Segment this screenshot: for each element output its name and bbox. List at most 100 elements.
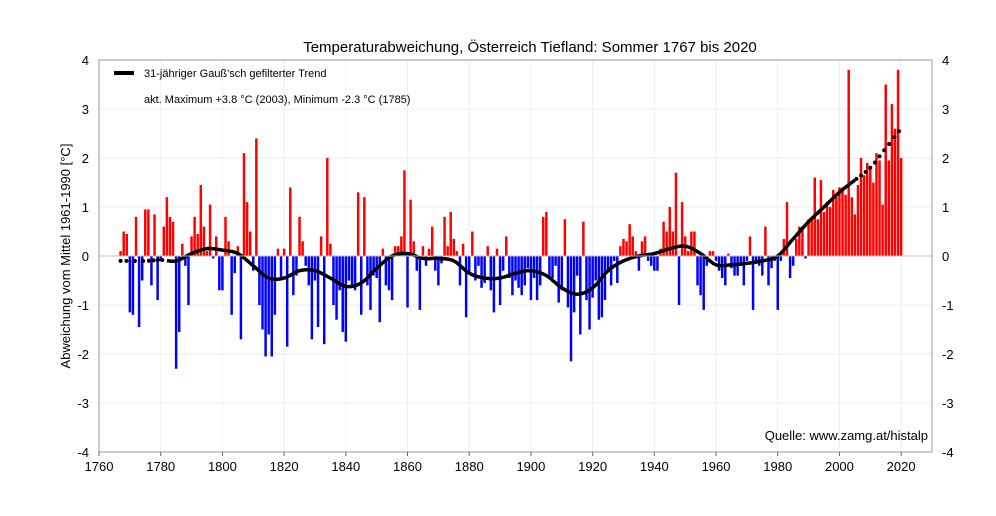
bar-1929: [619, 246, 622, 256]
bar-1903: [538, 256, 542, 286]
trend-dot: [155, 258, 160, 263]
trend-dot: [854, 176, 859, 181]
bar-1867: [427, 248, 431, 256]
bar-1939: [650, 256, 653, 266]
bar-1865: [421, 246, 425, 256]
trend-dot: [882, 148, 887, 153]
bar-1870: [437, 256, 440, 286]
bar-1880: [467, 256, 471, 274]
y-tick-label-left: -3: [77, 396, 89, 411]
bar-1969: [742, 256, 746, 286]
bar-1986: [795, 238, 798, 256]
bar-1868: [430, 226, 434, 256]
bar-1808: [245, 202, 249, 256]
bar-2003: [847, 69, 850, 256]
bar-2002: [844, 194, 847, 256]
bar-1915: [575, 256, 579, 276]
bar-1858: [400, 236, 403, 256]
bar-2016: [887, 160, 891, 256]
bar-1954: [696, 256, 699, 286]
bar-1946: [671, 231, 675, 256]
bar-1772: [134, 216, 138, 256]
y-tick-label-right: -3: [942, 396, 954, 411]
bar-1889: [495, 248, 499, 256]
x-tick-label: 1940: [640, 459, 669, 474]
bar-1847: [366, 256, 369, 286]
bar-1859: [403, 170, 406, 256]
bar-1851: [378, 256, 381, 323]
y-tick-label-left: -1: [77, 298, 89, 313]
bar-1897: [520, 256, 523, 296]
bar-1854: [387, 256, 391, 291]
x-tick-label: 1840: [331, 459, 360, 474]
trend-dot: [897, 129, 902, 134]
bar-1919: [588, 256, 591, 330]
bar-1806: [239, 256, 243, 340]
bar-1981: [779, 256, 783, 261]
x-tick-label: 1860: [393, 459, 422, 474]
bar-1961: [717, 256, 721, 271]
y-tick-label-right: 2: [942, 151, 949, 166]
bar-1876: [455, 251, 459, 256]
bar-2020: [899, 158, 903, 256]
bar-1926: [609, 256, 613, 286]
bar-1840: [344, 256, 348, 342]
bar-1973: [754, 256, 758, 261]
bar-1906: [548, 256, 551, 279]
bar-1933: [631, 236, 634, 256]
bar-2017: [890, 104, 894, 256]
bar-2011: [872, 182, 875, 256]
axes: 1760 1780 1800 1820 1840 1860 1880 1900 1920 1940…: [77, 53, 953, 474]
bar-1771: [131, 256, 135, 315]
trend-dot: [124, 258, 129, 263]
bar-1783: [168, 216, 172, 256]
bar-1888: [492, 256, 496, 313]
bar-1798: [214, 236, 218, 256]
bar-1904: [542, 216, 545, 256]
bar-1879: [464, 256, 468, 318]
trend-dot: [160, 257, 165, 262]
bar-1844: [356, 192, 360, 256]
bar-1914: [572, 256, 576, 313]
bar-1837: [335, 256, 338, 320]
x-tick-label: 1920: [578, 459, 607, 474]
bar-1815: [267, 256, 270, 335]
bar-1790: [190, 236, 193, 256]
bar-1805: [236, 246, 240, 256]
bar-1922: [597, 256, 601, 320]
bar-1955: [699, 256, 702, 296]
trend-dot: [859, 173, 864, 178]
bar-1901: [532, 256, 536, 279]
bar-1827: [304, 256, 307, 266]
bar-1927: [612, 256, 616, 261]
bar-1845: [359, 256, 363, 315]
bar-2012: [875, 153, 878, 256]
bar-1971: [748, 236, 752, 256]
bar-1987: [798, 226, 801, 256]
x-tick-label: 1960: [702, 459, 731, 474]
bar-1952: [690, 231, 693, 256]
bar-1892: [505, 236, 508, 256]
bar-1990: [807, 219, 810, 256]
bar-1945: [668, 207, 672, 256]
bar-2007: [859, 158, 863, 256]
y-tick-label-right: -2: [942, 347, 954, 362]
bar-2001: [841, 187, 844, 256]
bar-2005: [853, 214, 857, 256]
bar-1811: [255, 138, 258, 256]
bar-1956: [702, 256, 705, 310]
bar-1814: [264, 256, 267, 357]
bar-1768: [122, 231, 125, 256]
trend-dot: [872, 160, 877, 165]
bar-1813: [261, 256, 264, 330]
bar-1970: [745, 256, 749, 261]
legend-trend-label: 31-jähriger Gauß'sch gefilterter Trend: [144, 68, 326, 80]
y-tick-label-right: 4: [942, 53, 949, 68]
trend-dot: [887, 141, 892, 146]
bar-1965: [730, 256, 733, 269]
bar-1993: [816, 219, 820, 256]
y-tick-label-right: 3: [942, 102, 949, 117]
bar-1891: [501, 256, 505, 271]
bar-1853: [384, 256, 388, 286]
x-tick-label: 1980: [763, 459, 792, 474]
